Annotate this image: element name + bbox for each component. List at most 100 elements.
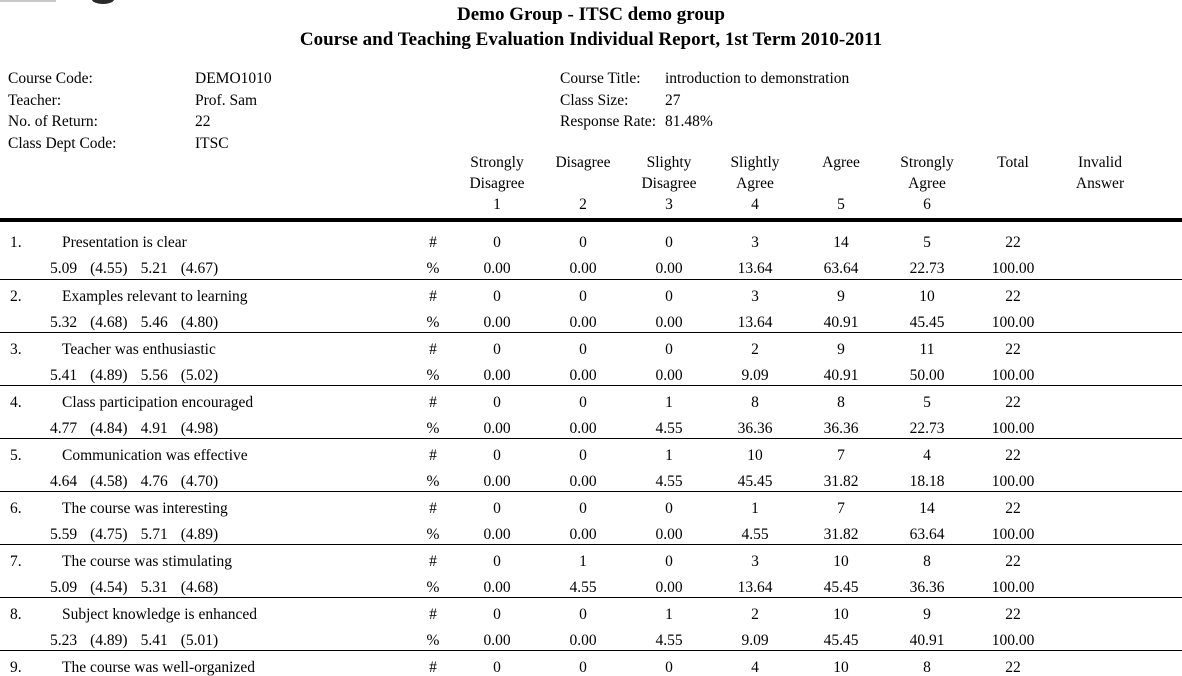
count-cell: 2: [751, 606, 759, 623]
count-cell: 0: [579, 500, 587, 517]
percent-symbol: %: [426, 420, 440, 437]
item-number-spacer: [0, 522, 50, 548]
percent-cell: 50.00: [909, 367, 945, 384]
count-symbol: #: [429, 341, 437, 358]
header-spacer: [412, 194, 454, 215]
percent-symbol: %: [426, 579, 440, 596]
count-cell: 22: [1005, 394, 1021, 411]
percent-cell: 0.00: [655, 314, 683, 331]
teacher-value: Prof. Sam: [195, 91, 257, 109]
teacher-label: Teacher:: [8, 91, 62, 109]
count-symbol: #: [429, 500, 437, 517]
mean-score-value: 5.46: [140, 314, 168, 331]
course-title-label: Course Title:: [560, 70, 641, 87]
teacher-row: Teacher: Prof. Sam: [8, 90, 560, 112]
count-cell: 9: [837, 288, 845, 305]
percent-cell: 0.00: [483, 314, 511, 331]
count-cell: 1: [665, 447, 673, 464]
count-cell: 22: [1005, 659, 1021, 676]
percent-cell: 0.00: [569, 314, 597, 331]
count-cell: 4: [751, 659, 759, 676]
percent-cell: 45.45: [909, 314, 945, 331]
course-info-right: Course Title: introduction to demonstrat…: [560, 68, 1182, 154]
column-header-cell: 6: [923, 196, 931, 213]
item-mean-scores: 5.59 (4.75) 5.71 (4.89): [50, 522, 412, 548]
count-cell: 0: [665, 234, 673, 251]
count-cell: 1: [665, 394, 673, 411]
report-group-title: Demo Group - ITSC demo group: [457, 4, 725, 25]
mean-score-value: 5.32: [50, 314, 78, 331]
item-percent-line: 4.64 (4.58) 4.76 (4.70)% 0.00 0.00 4.55 45.45 31…: [0, 469, 1182, 495]
header-spacer: [0, 194, 50, 215]
course-code-value: DEMO1010: [195, 70, 272, 87]
count-cell: [1056, 230, 1144, 256]
mean-score-value: (4.55): [90, 260, 128, 277]
evaluation-table-body: 1. Presentation is clear #0 0 0 3 14 5 22 5.09 (4.…: [0, 222, 1182, 676]
count-cell: 22: [1005, 606, 1021, 623]
percent-cell: 0.00: [569, 632, 597, 649]
item-number-spacer: [0, 469, 50, 495]
percent-cell: 0.00: [569, 260, 597, 277]
percent-cell: [1056, 469, 1144, 495]
header-spacer: [412, 173, 454, 194]
percent-cell: 63.64: [909, 526, 945, 543]
percent-cell: 100.00: [991, 632, 1035, 649]
percent-cell: 4.55: [569, 579, 597, 596]
percent-cell: 13.64: [737, 579, 773, 596]
count-cell: [1056, 549, 1144, 575]
response-rate-row: Response Rate: 81.48%: [560, 111, 1182, 133]
class-size-row: Class Size: 27: [560, 90, 1182, 112]
mean-score-value: (4.89): [90, 367, 128, 384]
percent-cell: 0.00: [483, 260, 511, 277]
column-header-cell: Slightly: [730, 154, 780, 171]
percent-cell: 36.36: [737, 420, 773, 437]
item-percent-line: 5.59 (4.75) 5.71 (4.89)% 0.00 0.00 0.00 4.55 31.…: [0, 522, 1182, 548]
count-cell: 22: [1005, 553, 1021, 570]
mean-score-value: 5.09: [50, 260, 78, 277]
item-number: 4.: [10, 394, 22, 411]
column-header-cell: Disagree: [641, 175, 697, 192]
header-spacer: [50, 152, 412, 173]
percent-cell: 0.00: [483, 473, 511, 490]
column-header-cell: Disagree: [469, 175, 525, 192]
mean-score-value: (4.89): [90, 632, 128, 649]
item-question: The course was well-organized: [62, 659, 255, 676]
column-header-cell: [1056, 194, 1144, 215]
percent-cell: 40.91: [909, 632, 945, 649]
count-symbol: #: [429, 394, 437, 411]
mean-score-value: (4.70): [180, 473, 219, 490]
percent-cell: 36.36: [823, 420, 859, 437]
class-dept-code-row: Class Dept Code: ITSC: [8, 133, 560, 155]
count-cell: 7: [837, 500, 845, 517]
column-header-cell: 2: [579, 196, 587, 213]
percent-cell: [1056, 256, 1144, 282]
count-cell: 10: [833, 659, 849, 676]
percent-cell: [1056, 522, 1144, 548]
header-spacer: [412, 152, 454, 173]
item-mean-scores: 5.23 (4.89) 5.41 (5.01): [50, 628, 412, 654]
class-dept-code-label: Class Dept Code:: [8, 134, 117, 152]
percent-cell: 31.82: [823, 473, 859, 490]
percent-cell: 0.00: [569, 420, 597, 437]
evaluation-item-row: 2. Examples relevant to learning #0 0 0 3 9 10 2…: [0, 280, 1182, 333]
column-header-cell: Invalid: [1078, 154, 1122, 171]
mean-score-value: 5.23: [50, 632, 78, 649]
column-header-cell: Strongly: [900, 154, 954, 171]
percent-cell: 0.00: [483, 579, 511, 596]
count-cell: 8: [837, 394, 845, 411]
count-symbol: #: [429, 447, 437, 464]
count-symbol: #: [429, 234, 437, 251]
column-header-cell: Agree: [736, 175, 774, 192]
percent-cell: 22.73: [909, 260, 945, 277]
course-title-row: Course Title: introduction to demonstrat…: [560, 68, 1182, 90]
item-count-line: 5. Communication was effective #0 0 1 10 7 4 22: [0, 443, 1182, 469]
percent-symbol: %: [426, 473, 440, 490]
item-number: 2.: [10, 288, 22, 305]
count-symbol: #: [429, 288, 437, 305]
no-of-return-value: 22: [195, 113, 211, 130]
item-number-spacer: [0, 416, 50, 442]
evaluation-item-row: 7. The course was stimulating #0 1 0 3 10 8 22 5.…: [0, 545, 1182, 598]
count-cell: 0: [579, 606, 587, 623]
item-count-line: 3. Teacher was enthusiastic #0 0 0 2 9 11 22: [0, 337, 1182, 363]
count-cell: 8: [751, 394, 759, 411]
